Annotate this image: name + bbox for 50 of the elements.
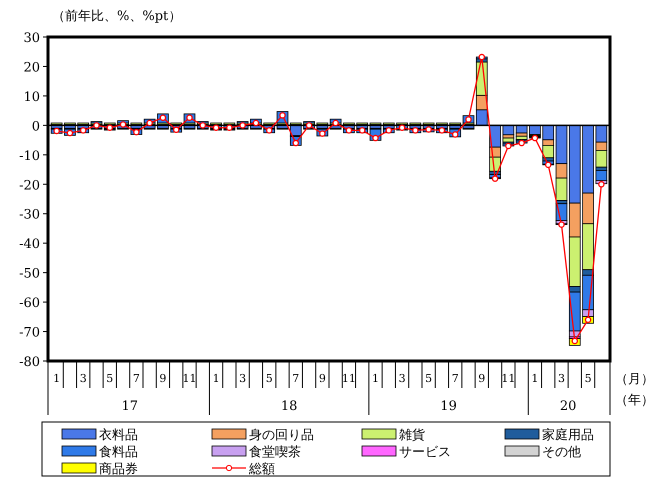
x-tick-label: 9 (478, 372, 486, 385)
x-tick-label: 1 (53, 372, 60, 385)
y-tick-label: -20 (19, 178, 40, 194)
x-tick-label: 11 (501, 372, 516, 385)
legend-label: 食料品 (99, 445, 138, 460)
y-tick-label: -60 (19, 296, 40, 312)
x-tick-label: 7 (452, 372, 459, 385)
y-tick-label: 10 (23, 90, 40, 105)
text: 17 (121, 399, 138, 414)
text: 18 (280, 399, 298, 414)
x-tick-label: 9 (159, 372, 166, 385)
legend-label: その他 (542, 445, 581, 460)
y-tick-label: -70 (19, 326, 40, 341)
legend-label: 食堂喫茶 (249, 445, 301, 460)
y-tick-label: -80 (19, 355, 40, 370)
x-tick-label: 11 (342, 372, 356, 385)
x-tick-label: 1 (372, 372, 379, 385)
x-tick-label: 1 (531, 372, 538, 385)
text: 19 (440, 399, 457, 414)
x-tick-label: 3 (239, 372, 246, 385)
x-tick-label: 5 (425, 372, 432, 385)
y-tick-label: 20 (23, 60, 40, 76)
x-tick-label: 3 (558, 372, 565, 385)
x-tick-label: 5 (266, 372, 273, 385)
x-tick-label: 11 (182, 372, 196, 385)
legend-label: サービス (399, 445, 451, 460)
x-tick-label: 1 (212, 372, 220, 385)
y-axis-title: （前年比、%、%pt） (52, 9, 182, 24)
x-tick-label: 5 (106, 372, 114, 385)
legend-label: 雑貨 (399, 428, 425, 443)
y-tick-label: -10 (19, 148, 40, 164)
x-tick-label: 7 (132, 372, 140, 385)
x-tick-label: 9 (318, 372, 326, 385)
legend-label: 家庭用品 (542, 427, 594, 443)
x-axis-title: （月） (615, 372, 651, 387)
legend-label: 商品券 (99, 462, 138, 477)
legend-label: 衣料品 (99, 428, 138, 443)
x-tick-label: 7 (292, 372, 300, 385)
y-tick-label: 0 (32, 119, 40, 134)
y-tick-label: 30 (23, 31, 40, 46)
x-tick-label: 5 (584, 372, 592, 385)
y-tick-label: -30 (19, 208, 40, 223)
legend-label: 身の回り品 (249, 428, 314, 443)
y-tick-label: -40 (19, 237, 40, 252)
y-tick-label: -50 (19, 266, 40, 282)
legend-label: 総額 (248, 462, 275, 477)
x-tick-label: 3 (80, 372, 87, 385)
x-tick-label: 3 (398, 372, 406, 385)
text: （年） (615, 393, 651, 408)
text: 20 (560, 399, 576, 414)
